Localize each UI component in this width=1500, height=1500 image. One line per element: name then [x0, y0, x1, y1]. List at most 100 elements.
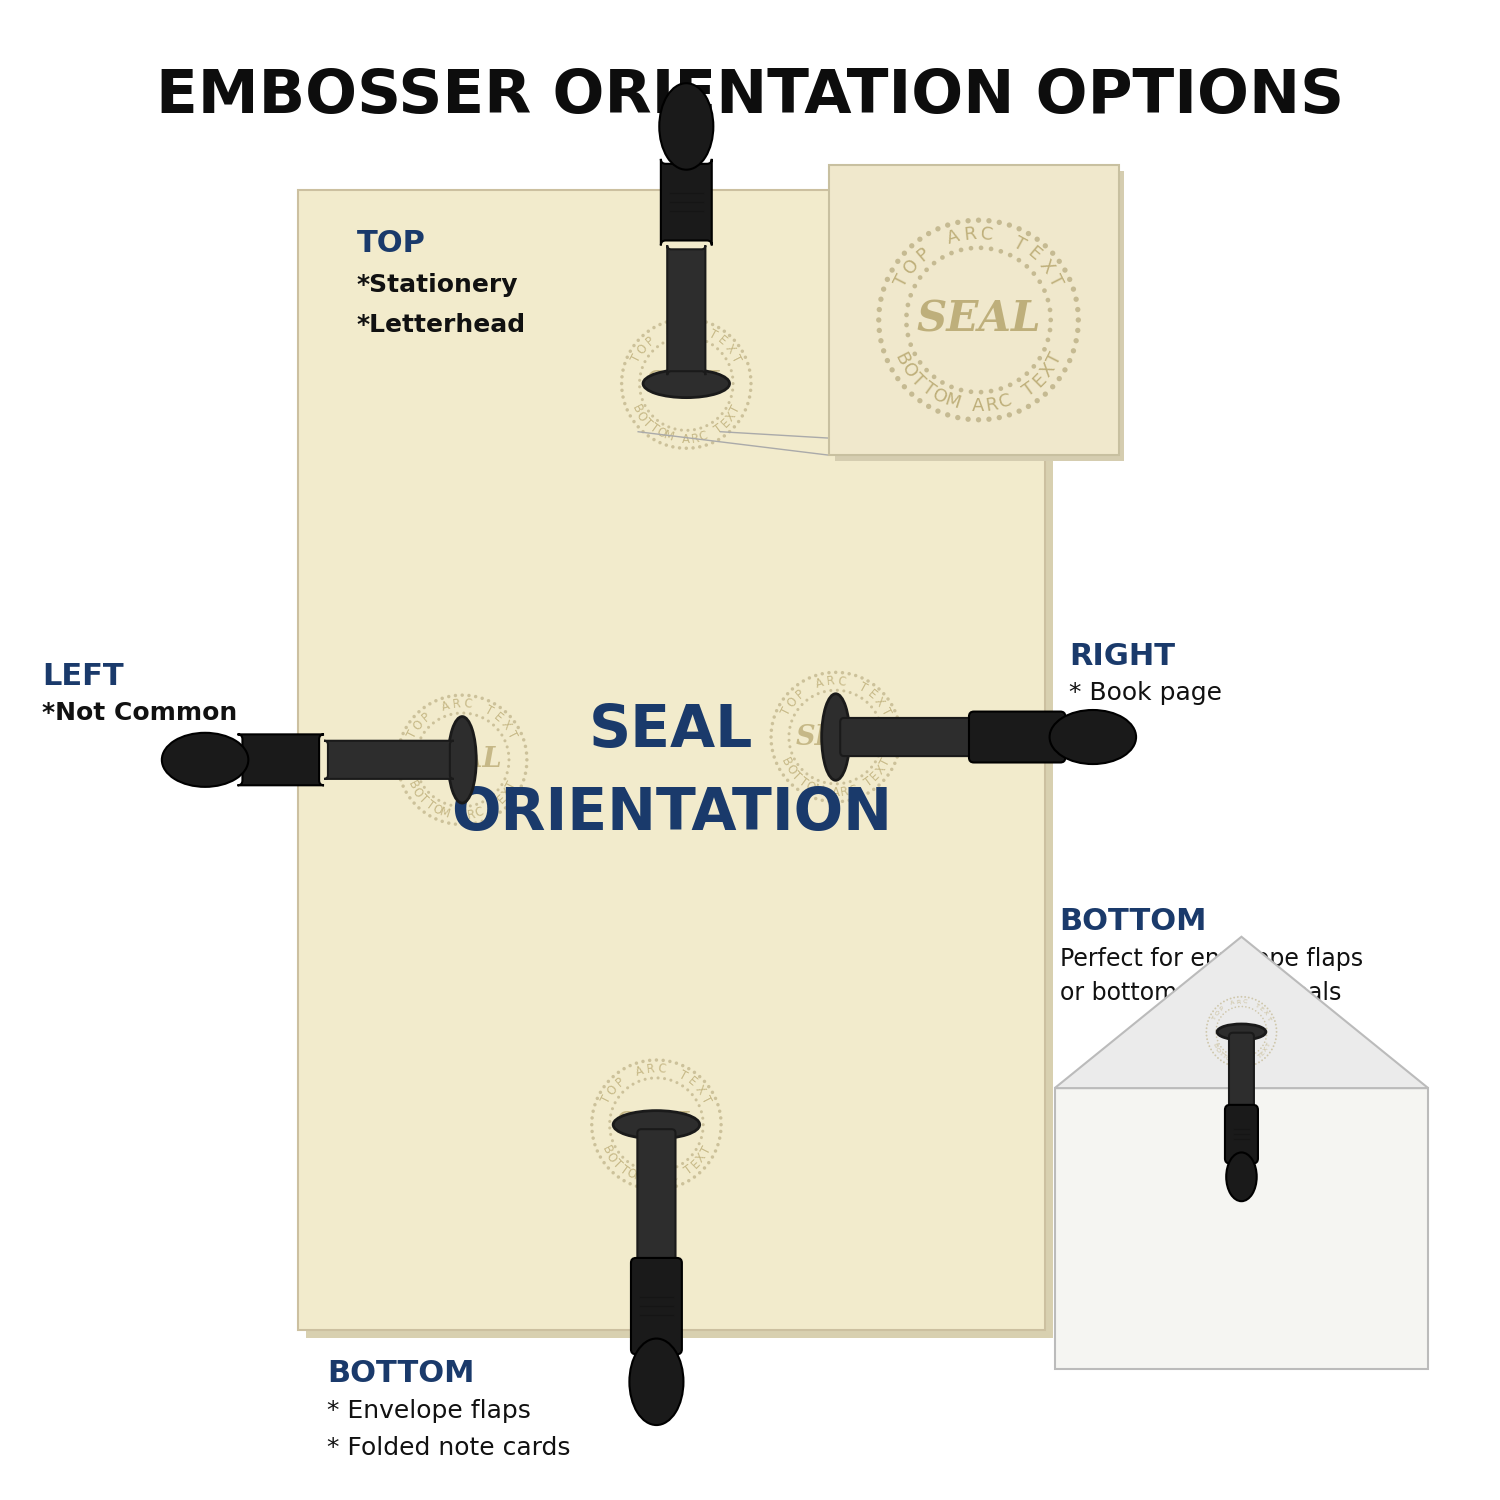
- Circle shape: [482, 801, 484, 804]
- Circle shape: [1270, 1014, 1274, 1016]
- Ellipse shape: [822, 694, 850, 780]
- Circle shape: [692, 1094, 694, 1096]
- Circle shape: [830, 782, 833, 784]
- Text: T: T: [878, 756, 892, 768]
- Circle shape: [658, 441, 662, 444]
- Circle shape: [642, 1059, 645, 1064]
- Circle shape: [663, 1077, 666, 1080]
- Ellipse shape: [1216, 1024, 1266, 1039]
- Text: T: T: [918, 380, 938, 400]
- Circle shape: [932, 375, 936, 380]
- Circle shape: [652, 326, 656, 330]
- Circle shape: [706, 1084, 711, 1089]
- Circle shape: [476, 714, 478, 717]
- Circle shape: [865, 771, 868, 774]
- Circle shape: [788, 732, 790, 735]
- Circle shape: [999, 249, 1004, 254]
- Text: R: R: [984, 394, 999, 416]
- Circle shape: [912, 351, 916, 355]
- Circle shape: [664, 444, 668, 447]
- Ellipse shape: [614, 1110, 699, 1138]
- Circle shape: [902, 384, 908, 390]
- Circle shape: [716, 348, 718, 351]
- Circle shape: [1008, 382, 1013, 387]
- Circle shape: [801, 792, 806, 795]
- Circle shape: [770, 735, 772, 738]
- Circle shape: [711, 322, 714, 326]
- Circle shape: [956, 219, 960, 225]
- Circle shape: [1220, 1046, 1221, 1047]
- Circle shape: [996, 219, 1002, 225]
- Text: O: O: [1224, 1056, 1232, 1062]
- Circle shape: [638, 380, 640, 382]
- Circle shape: [1046, 338, 1050, 342]
- Circle shape: [423, 730, 426, 734]
- Circle shape: [880, 729, 884, 732]
- Circle shape: [704, 1166, 706, 1170]
- Text: M: M: [812, 783, 825, 798]
- Circle shape: [693, 1176, 696, 1179]
- Circle shape: [898, 729, 902, 732]
- Circle shape: [776, 710, 778, 712]
- Circle shape: [711, 441, 714, 444]
- Text: SEAL: SEAL: [422, 747, 503, 774]
- Text: T: T: [729, 352, 744, 364]
- Circle shape: [836, 783, 839, 786]
- Circle shape: [656, 345, 658, 348]
- Circle shape: [678, 446, 681, 450]
- Circle shape: [1257, 1050, 1260, 1052]
- Circle shape: [1032, 364, 1036, 369]
- Circle shape: [414, 762, 417, 765]
- Text: B: B: [778, 756, 794, 770]
- Circle shape: [1212, 1011, 1214, 1013]
- Circle shape: [705, 424, 708, 427]
- Circle shape: [460, 693, 464, 698]
- Circle shape: [646, 410, 650, 413]
- Circle shape: [453, 822, 458, 827]
- Text: B: B: [628, 402, 645, 416]
- Text: R: R: [646, 1062, 656, 1076]
- Circle shape: [1238, 996, 1239, 998]
- Circle shape: [705, 321, 708, 324]
- Circle shape: [413, 801, 416, 806]
- Circle shape: [940, 380, 945, 386]
- Circle shape: [700, 1116, 705, 1119]
- Circle shape: [420, 736, 423, 740]
- Circle shape: [1066, 358, 1072, 363]
- Text: T: T: [676, 1068, 690, 1083]
- Text: O: O: [654, 426, 668, 441]
- Circle shape: [932, 261, 936, 266]
- Circle shape: [1266, 1028, 1268, 1029]
- Text: T: T: [1216, 1050, 1222, 1056]
- Circle shape: [1248, 996, 1250, 999]
- Text: T: T: [1044, 350, 1065, 368]
- Circle shape: [525, 758, 528, 762]
- Circle shape: [1216, 1036, 1218, 1038]
- Circle shape: [886, 698, 890, 700]
- Circle shape: [675, 1185, 678, 1188]
- Circle shape: [916, 398, 922, 404]
- Circle shape: [898, 742, 902, 746]
- Circle shape: [801, 768, 804, 771]
- Circle shape: [466, 822, 471, 827]
- Circle shape: [1234, 1056, 1236, 1058]
- Circle shape: [513, 796, 516, 800]
- Circle shape: [507, 752, 510, 754]
- Circle shape: [770, 729, 772, 732]
- Circle shape: [945, 413, 951, 417]
- Text: C: C: [474, 806, 486, 820]
- Text: T: T: [646, 422, 660, 436]
- Circle shape: [591, 1116, 594, 1119]
- Circle shape: [470, 712, 472, 716]
- Circle shape: [699, 338, 702, 340]
- Circle shape: [912, 284, 916, 288]
- FancyBboxPatch shape: [237, 735, 324, 786]
- Circle shape: [807, 676, 812, 680]
- Circle shape: [1062, 267, 1068, 273]
- Circle shape: [642, 1186, 645, 1190]
- Text: X: X: [1263, 1047, 1269, 1053]
- Circle shape: [657, 1077, 660, 1080]
- Text: E: E: [718, 416, 734, 430]
- Text: X: X: [871, 694, 886, 709]
- Text: T: T: [1212, 1016, 1218, 1022]
